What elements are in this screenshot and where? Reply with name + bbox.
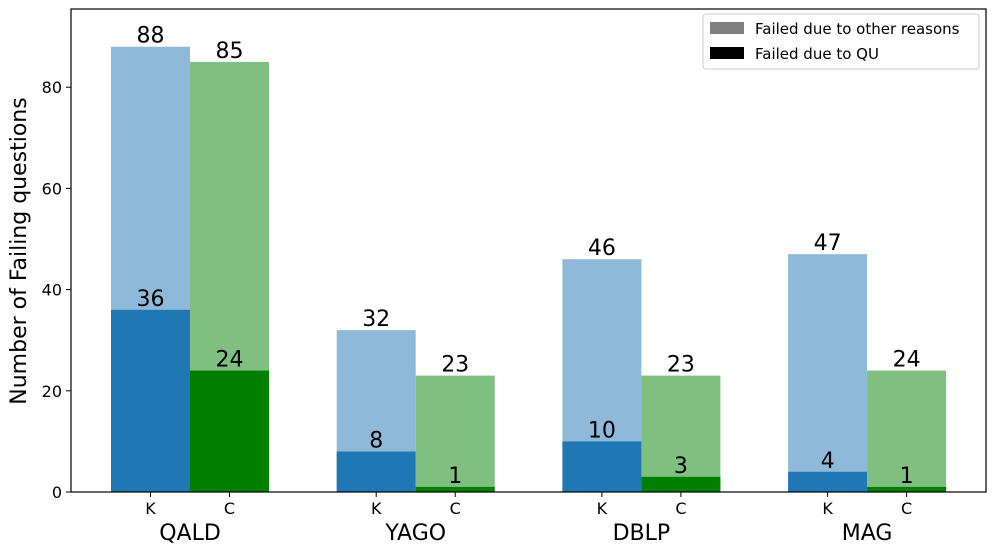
legend-swatch-other bbox=[710, 22, 744, 34]
label-total-mag-c: 24 bbox=[893, 348, 921, 373]
legend: Failed due to other reasons Failed due t… bbox=[702, 13, 980, 70]
bar-qu-dblp-c bbox=[641, 476, 721, 492]
label-qu-qald-k: 36 bbox=[137, 287, 165, 312]
x-tick-label-mag-c: C bbox=[901, 499, 912, 518]
bars-layer bbox=[111, 46, 947, 493]
label-total-yago-c: 23 bbox=[441, 353, 469, 378]
x-tick-label-qald-k: K bbox=[145, 499, 156, 518]
label-qu-dblp-c: 3 bbox=[674, 454, 688, 479]
y-tick-label-60: 60 bbox=[42, 179, 62, 198]
label-total-mag-k: 47 bbox=[814, 231, 842, 256]
bar-qu-qald-c bbox=[190, 370, 269, 492]
label-qu-yago-k: 8 bbox=[369, 429, 383, 454]
label-qu-mag-k: 4 bbox=[821, 449, 835, 474]
y-axis: 0 20 40 60 80 bbox=[42, 78, 71, 502]
label-total-dblp-c: 23 bbox=[667, 353, 695, 378]
legend-label-qu: Failed due to QU bbox=[755, 45, 879, 63]
label-qu-dblp-k: 10 bbox=[588, 418, 616, 443]
legend-swatch-qu bbox=[710, 47, 744, 59]
bar-total-mag-k bbox=[788, 254, 868, 492]
label-qu-qald-c: 24 bbox=[216, 348, 244, 373]
y-tick-label-20: 20 bbox=[42, 382, 62, 401]
y-tick-label-0: 0 bbox=[52, 483, 62, 502]
bar-total-yago-c bbox=[415, 375, 495, 492]
y-tick-label-80: 80 bbox=[42, 78, 62, 97]
label-total-yago-k: 32 bbox=[362, 307, 390, 332]
x-tick-label-mag-k: K bbox=[822, 499, 833, 518]
label-total-qald-k: 88 bbox=[137, 24, 165, 49]
y-tick-label-40: 40 bbox=[42, 281, 62, 300]
x-tick-label-qald-c: C bbox=[224, 499, 235, 518]
label-total-dblp-k: 46 bbox=[588, 236, 616, 261]
bar-value-labels: 88 36 85 24 32 8 23 1 46 10 23 3 47 4 24 1 bbox=[137, 24, 921, 489]
label-qu-yago-c: 1 bbox=[448, 464, 462, 489]
y-axis-title: Number of Failing questions bbox=[7, 97, 32, 404]
group-label-qald: QALD bbox=[159, 521, 221, 546]
bar-total-mag-c bbox=[867, 370, 947, 492]
legend-box bbox=[702, 13, 980, 70]
bar-qu-qald-k bbox=[111, 309, 190, 492]
bar-total-dblp-c bbox=[641, 375, 721, 492]
x-tick-label-dblp-k: K bbox=[597, 499, 608, 518]
group-label-yago: YAGO bbox=[384, 521, 446, 546]
bar-qu-dblp-k bbox=[562, 441, 642, 492]
x-tick-label-yago-c: C bbox=[450, 499, 461, 518]
x-tick-label-yago-k: K bbox=[371, 499, 382, 518]
bar-qu-yago-c bbox=[415, 486, 495, 492]
group-label-mag: MAG bbox=[842, 521, 893, 546]
bar-qu-mag-k bbox=[788, 471, 868, 492]
group-label-dblp: DBLP bbox=[613, 521, 671, 546]
plot-frame bbox=[70, 8, 987, 493]
legend-label-other: Failed due to other reasons bbox=[755, 20, 960, 38]
bar-qu-mag-c bbox=[867, 486, 947, 492]
label-total-qald-c: 85 bbox=[216, 39, 244, 64]
label-qu-mag-c: 1 bbox=[900, 464, 914, 489]
x-tick-label-dblp-c: C bbox=[675, 499, 686, 518]
bar-qu-yago-k bbox=[336, 451, 416, 492]
